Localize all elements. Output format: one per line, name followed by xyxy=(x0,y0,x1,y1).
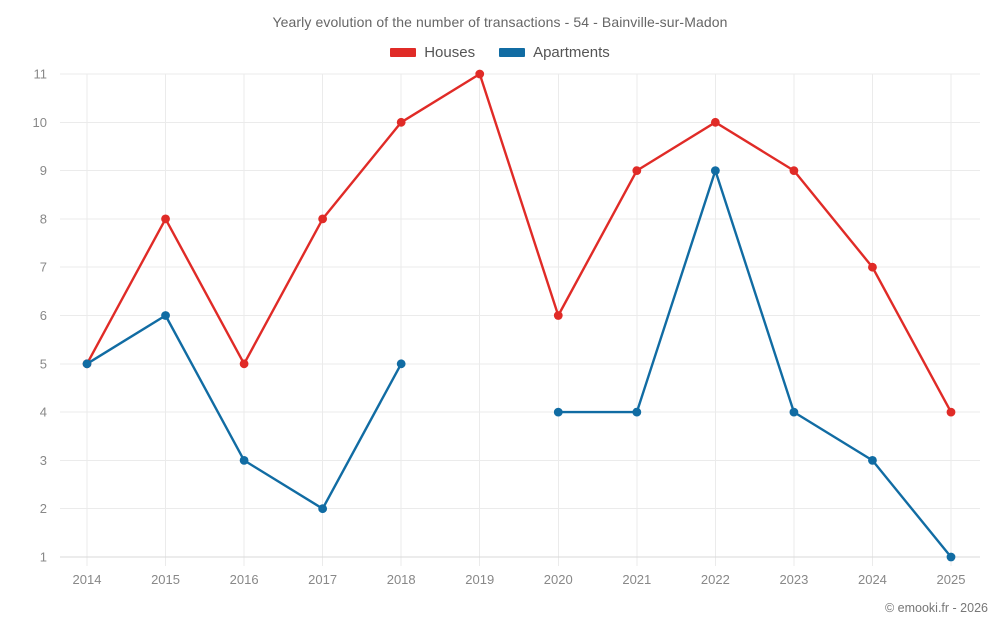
copyright-footer: © emooki.fr - 2026 xyxy=(884,601,988,615)
data-point[interactable] xyxy=(239,359,249,369)
x-axis-tick-label: 2018 xyxy=(387,572,416,587)
y-axis-tick-label: 6 xyxy=(40,308,47,323)
y-axis-tick-label: 5 xyxy=(40,356,47,371)
x-axis-tick-label: 2023 xyxy=(779,572,808,587)
data-point[interactable] xyxy=(946,552,956,562)
data-point[interactable] xyxy=(710,166,720,176)
y-axis-tick-label: 7 xyxy=(40,260,47,275)
chart-title: Yearly evolution of the number of transa… xyxy=(272,14,728,30)
y-axis-tick-label: 10 xyxy=(33,115,47,130)
data-point[interactable] xyxy=(553,407,563,417)
series-houses xyxy=(82,69,956,417)
y-axis-tick-labels: 1 2 3 4 5 6 7 8 9 10 11 xyxy=(33,67,47,565)
x-axis-tick-label: 2020 xyxy=(544,572,573,587)
data-point[interactable] xyxy=(318,504,328,514)
data-series xyxy=(82,69,956,562)
y-axis-tick-label: 4 xyxy=(40,405,47,420)
x-axis-tick-label: 2022 xyxy=(701,572,730,587)
legend-item-apartments[interactable]: Apartments xyxy=(499,45,610,60)
legend-label-apartments: Apartments xyxy=(533,44,610,61)
y-axis-tick-label: 3 xyxy=(40,453,47,468)
chart-legend: Houses Apartments xyxy=(0,45,1000,60)
data-point[interactable] xyxy=(789,166,799,176)
x-axis-tick-labels: 2014 2015 2016 2017 2018 2019 2020 2021 2022 2023… xyxy=(73,572,966,587)
apartments-swatch-icon xyxy=(499,48,526,57)
data-point[interactable] xyxy=(868,456,877,465)
data-point[interactable] xyxy=(632,166,642,176)
series-line xyxy=(557,169,953,559)
data-point[interactable] xyxy=(553,311,563,320)
y-axis-tick-label: 9 xyxy=(40,163,47,178)
data-point[interactable] xyxy=(396,117,406,127)
x-axis-tick-label: 2015 xyxy=(151,572,180,587)
data-point[interactable] xyxy=(868,262,877,272)
data-point[interactable] xyxy=(82,359,92,369)
data-point[interactable] xyxy=(710,117,720,127)
y-axis-tick-label: 8 xyxy=(40,211,47,226)
x-axis-tick-label: 2024 xyxy=(858,572,887,587)
data-point[interactable] xyxy=(396,359,406,369)
series-apartments xyxy=(82,166,956,562)
y-axis-tick-label: 2 xyxy=(40,501,47,516)
grid-lines xyxy=(60,73,980,566)
data-point[interactable] xyxy=(239,456,249,465)
data-point[interactable] xyxy=(161,214,170,224)
x-axis-tick-label: 2016 xyxy=(230,572,259,587)
x-axis-tick-label: 2021 xyxy=(622,572,651,587)
x-axis-tick-label: 2019 xyxy=(465,572,494,587)
legend-label-houses: Houses xyxy=(424,44,476,61)
data-point[interactable] xyxy=(946,407,956,417)
y-axis-tick-label: 1 xyxy=(40,550,47,565)
data-point[interactable] xyxy=(632,407,642,417)
houses-swatch-icon xyxy=(390,48,417,57)
data-point[interactable] xyxy=(475,69,485,79)
y-axis-tick-label: 11 xyxy=(34,67,48,82)
data-point[interactable] xyxy=(318,214,328,224)
x-axis-tick-label: 2017 xyxy=(308,572,337,587)
data-point[interactable] xyxy=(789,407,799,417)
series-line xyxy=(85,72,953,414)
x-axis-tick-label: 2014 xyxy=(73,572,102,587)
legend-item-houses[interactable]: Houses xyxy=(390,45,475,60)
data-point[interactable] xyxy=(161,311,170,320)
x-axis-tick-label: 2025 xyxy=(937,572,966,587)
